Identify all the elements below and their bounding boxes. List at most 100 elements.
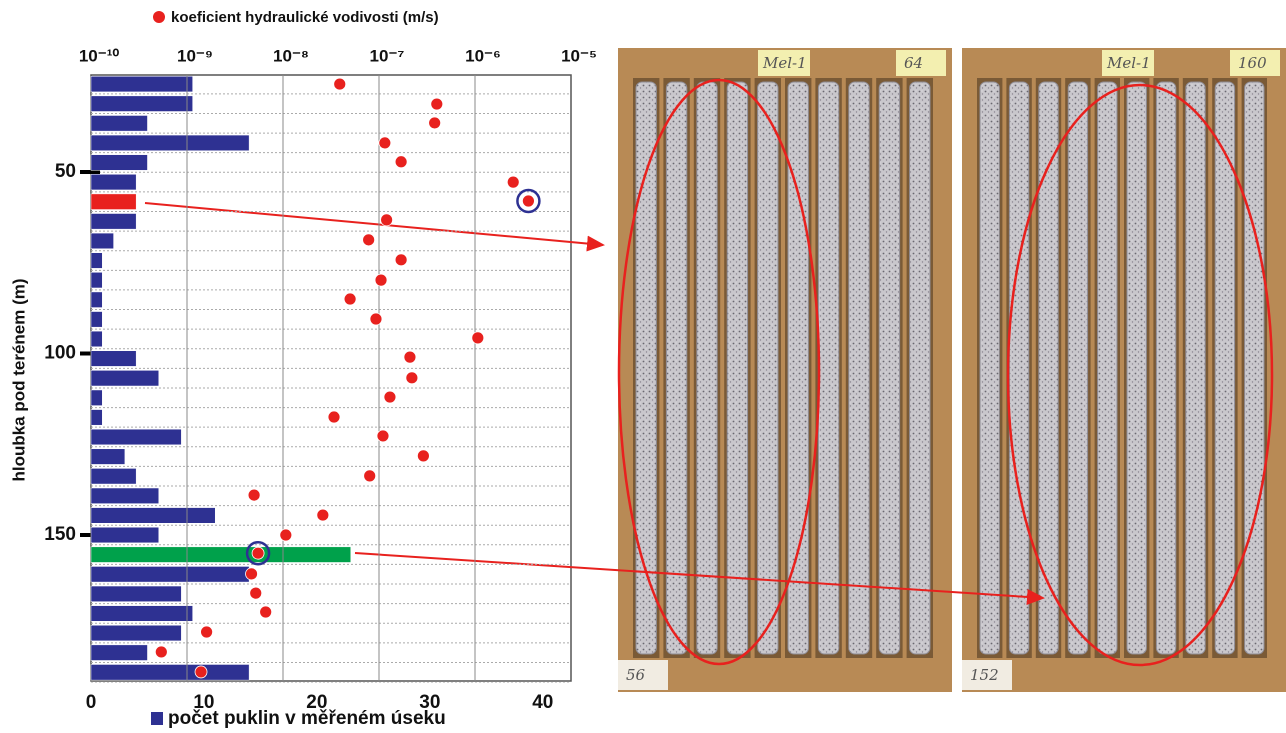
legend-marker <box>153 11 165 23</box>
bar <box>91 312 102 328</box>
point <box>431 98 443 110</box>
y-tick-label: 100 <box>44 343 76 364</box>
bar <box>91 96 193 112</box>
x-tick-label: 40 <box>532 692 553 713</box>
legend-label: koeficient hydraulické vodivosti (m/s) <box>171 9 439 26</box>
core <box>818 82 838 654</box>
bar <box>91 606 193 622</box>
core <box>727 82 747 654</box>
bar <box>91 174 136 190</box>
point <box>404 351 416 363</box>
core <box>879 82 899 654</box>
point <box>429 117 441 129</box>
point <box>248 489 260 501</box>
point <box>370 313 382 325</box>
bar <box>91 214 136 230</box>
point <box>472 332 484 344</box>
bar <box>91 233 114 249</box>
point <box>155 646 167 658</box>
core <box>910 82 930 654</box>
bar <box>91 331 102 347</box>
bar <box>91 527 159 543</box>
bar <box>91 135 249 151</box>
point <box>344 293 356 305</box>
core <box>1186 82 1205 654</box>
point <box>395 254 407 266</box>
point <box>375 274 387 286</box>
photo-label: 64 <box>904 54 923 72</box>
bar <box>91 566 249 582</box>
bar <box>91 194 136 210</box>
core <box>1068 82 1087 654</box>
x-tick-label: 10⁻⁷ <box>370 46 405 65</box>
x-tick-label: 10⁻¹⁰ <box>79 46 120 65</box>
x-tick-label: 10⁻⁸ <box>273 46 309 65</box>
legend-marker <box>151 712 163 725</box>
point <box>250 587 262 599</box>
photo-label: Mel-1 <box>1106 54 1151 72</box>
bar <box>91 410 102 426</box>
core <box>1098 82 1117 654</box>
point <box>406 372 418 384</box>
x-tick-label: 10⁻⁶ <box>465 46 501 65</box>
bar <box>91 390 102 406</box>
bar <box>91 586 181 602</box>
core <box>980 82 999 654</box>
point <box>522 195 534 207</box>
x-tick-label: 0 <box>86 692 97 713</box>
point <box>317 509 329 521</box>
point <box>395 156 407 168</box>
photo-label: Mel-1 <box>762 54 807 72</box>
core <box>1156 82 1175 654</box>
point <box>201 626 213 638</box>
x-tick-label: 10⁻⁵ <box>561 46 597 65</box>
bar <box>91 508 215 524</box>
bar <box>91 429 181 445</box>
point <box>334 78 346 90</box>
core <box>666 82 686 654</box>
bar <box>91 488 159 504</box>
bar <box>91 547 351 563</box>
point <box>260 606 272 618</box>
x-tick-label: 30 <box>419 692 440 713</box>
bar <box>91 625 181 641</box>
x-tick-label: 10 <box>193 692 214 713</box>
bar <box>91 645 147 661</box>
bar <box>91 664 249 680</box>
core <box>1127 82 1146 654</box>
point <box>379 137 391 149</box>
core <box>849 82 869 654</box>
point <box>417 450 429 462</box>
point <box>328 411 340 423</box>
point <box>246 568 258 580</box>
point <box>363 234 375 246</box>
point <box>507 176 519 188</box>
point <box>364 470 376 482</box>
figure: Mel-1 64 56 Mel-1 160 152 hloubka pod terénem… <box>0 0 1286 733</box>
x-tick-label: 20 <box>306 692 327 713</box>
bar <box>91 272 102 288</box>
y-tick-label: 50 <box>55 161 76 182</box>
point <box>381 214 393 226</box>
bar <box>91 370 159 386</box>
photo-label: 56 <box>626 666 646 684</box>
bar <box>91 155 147 171</box>
photo-label: 160 <box>1238 54 1267 72</box>
core <box>1009 82 1028 654</box>
x-tick-label: 10⁻⁹ <box>177 46 213 65</box>
y-axis-title: hloubka pod terénem (m) <box>9 278 28 481</box>
bar <box>91 292 102 308</box>
point <box>377 430 389 442</box>
point <box>195 666 207 678</box>
bar <box>91 351 136 367</box>
bar <box>91 449 125 465</box>
bar <box>91 253 102 269</box>
y-tick-label: 150 <box>44 524 76 545</box>
core <box>758 82 778 654</box>
point <box>280 529 292 541</box>
bar <box>91 468 136 484</box>
point <box>384 391 396 403</box>
core <box>697 82 717 654</box>
photo-label: 152 <box>970 666 999 684</box>
bar <box>91 115 147 131</box>
